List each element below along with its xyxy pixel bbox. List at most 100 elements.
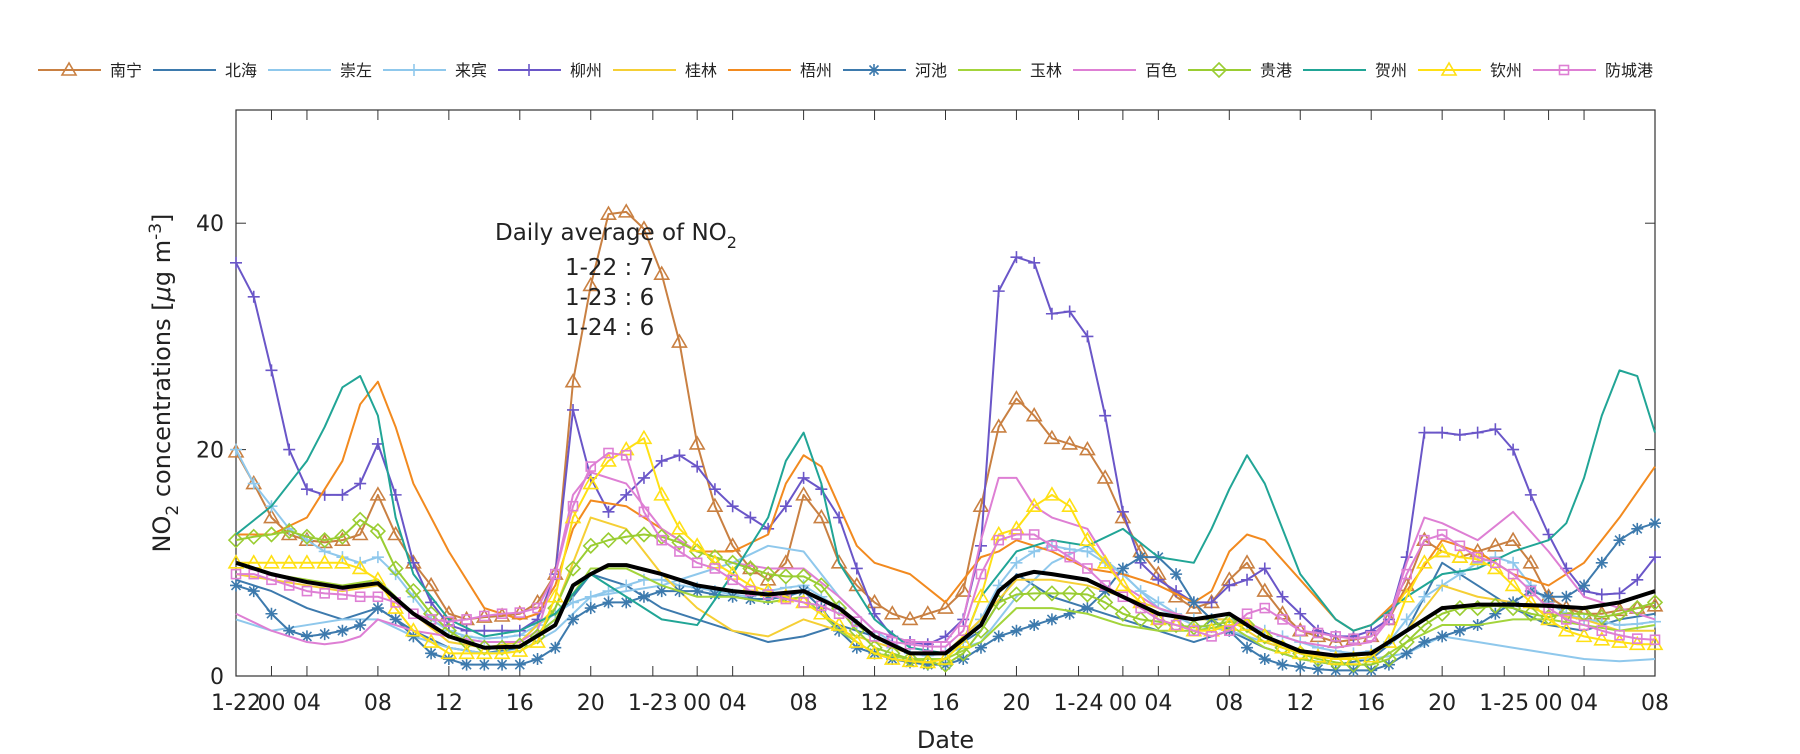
- data-point: [812, 508, 830, 524]
- data-point: [1152, 573, 1165, 586]
- data-point: [904, 656, 917, 669]
- data-point: [478, 624, 491, 637]
- series-lines: [227, 203, 1664, 677]
- data-point: [369, 522, 387, 540]
- data-point: [1079, 531, 1096, 546]
- data-point: [1205, 596, 1218, 609]
- data-point: [957, 625, 969, 637]
- data-point: [422, 605, 440, 622]
- data-point: [1330, 631, 1342, 642]
- data-point: [334, 528, 351, 545]
- data-point: [1524, 488, 1537, 501]
- data-point: [496, 624, 509, 637]
- legend-item: 河池: [843, 61, 947, 80]
- data-point: [1419, 534, 1430, 546]
- legend-item: 贺州: [1303, 61, 1407, 80]
- legend-item: 贵港: [1188, 61, 1292, 80]
- data-point: [316, 532, 333, 549]
- data-point: [422, 576, 440, 592]
- data-point: [1188, 625, 1200, 637]
- data-point: [1345, 650, 1362, 665]
- data-point: [1114, 605, 1132, 622]
- data-point: [1542, 528, 1555, 541]
- annotation-line: 1-23 : 6: [565, 285, 654, 311]
- data-point: [567, 500, 579, 512]
- data-point: [1028, 256, 1041, 269]
- data-point: [1114, 508, 1132, 524]
- data-point: [603, 447, 614, 459]
- annotation: Daily average of NO2 1-22 : 7 1-23 : 6 1-24…: [495, 220, 737, 341]
- data-point: [1312, 627, 1324, 639]
- data-point: [850, 562, 863, 575]
- data-point: [638, 506, 650, 518]
- data-point: [1507, 556, 1520, 569]
- data-point: [475, 644, 493, 660]
- data-point: [479, 610, 490, 622]
- x-tick-label: 20: [1428, 691, 1456, 716]
- data-point: [1454, 540, 1466, 552]
- data-point: [461, 614, 472, 625]
- data-point: [990, 418, 1008, 433]
- data-point: [1223, 579, 1236, 592]
- data-point: [1593, 609, 1610, 626]
- data-point: [1097, 594, 1114, 611]
- data-point: [1170, 568, 1183, 581]
- data-point: [919, 654, 936, 671]
- data-point: [1170, 619, 1182, 631]
- data-point: [1646, 635, 1664, 651]
- data-point: [230, 579, 242, 592]
- data-point: [1631, 633, 1643, 644]
- data-point: [1472, 551, 1483, 563]
- data-point: [283, 443, 296, 456]
- data-point: [549, 641, 562, 654]
- data-point: [1010, 624, 1023, 637]
- legend-item: 桂林: [613, 61, 717, 80]
- data-point: [1046, 540, 1058, 552]
- data-point: [795, 568, 812, 585]
- data-point: [618, 528, 635, 545]
- annotation-title: Daily average of NO2: [495, 220, 737, 252]
- data-point: [674, 546, 685, 557]
- data-point: [1558, 605, 1575, 622]
- data-point: [812, 605, 830, 620]
- data-point: [1185, 619, 1202, 636]
- data-point: [600, 532, 617, 549]
- data-point: [1522, 593, 1540, 609]
- data-point: [1064, 551, 1075, 563]
- data-point: [1210, 61, 1228, 79]
- data-point: [742, 560, 759, 577]
- data-point: [1063, 607, 1076, 620]
- data-point: [1380, 650, 1398, 668]
- data-point: [1489, 423, 1502, 436]
- data-point: [404, 622, 422, 637]
- data-point: [1596, 625, 1608, 637]
- data-point: [1631, 573, 1644, 586]
- y-tick-label: 40: [196, 212, 224, 237]
- data-point: [1560, 590, 1573, 603]
- data-point: [298, 528, 316, 545]
- data-point: [227, 554, 245, 569]
- data-point: [1575, 627, 1593, 643]
- legend-label: 梧州: [800, 61, 832, 80]
- data-point: [351, 559, 369, 575]
- data-point: [883, 605, 901, 620]
- data-point: [1114, 576, 1132, 592]
- data-point: [937, 599, 954, 614]
- data-point: [1522, 554, 1540, 569]
- x-tick-label: 12: [435, 691, 463, 716]
- data-point: [1436, 630, 1449, 643]
- data-point: [265, 364, 278, 377]
- x-tick-label: 1-25: [1479, 691, 1529, 716]
- data-point: [1294, 607, 1307, 620]
- data-point: [567, 403, 580, 416]
- data-point: [1238, 554, 1256, 569]
- data-point: [263, 554, 280, 569]
- y-tick-label: 20: [196, 439, 224, 464]
- data-point: [974, 641, 987, 654]
- data-point: [1347, 664, 1360, 677]
- legend-label: 贺州: [1375, 61, 1407, 80]
- data-point: [582, 537, 599, 554]
- data-point: [1043, 486, 1061, 501]
- legend-label: 钦州: [1490, 61, 1522, 80]
- data-point: [1082, 563, 1093, 574]
